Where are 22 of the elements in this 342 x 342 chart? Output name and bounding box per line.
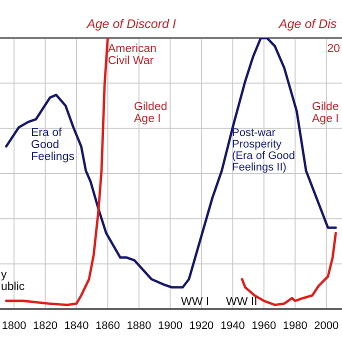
annotation: Gilded Age I [134, 101, 168, 126]
x-tick-label: 1820 [33, 320, 58, 332]
x-tick-label: 1900 [158, 320, 182, 332]
x-tick-label: 1880 [126, 320, 152, 332]
x-tick-label: 1940 [220, 320, 245, 332]
annotation: Gilde Age I [312, 101, 339, 126]
annotation: Post-war Prosperity (Era of Good Feelings II) [232, 127, 295, 174]
annotation: y ublic [1, 269, 25, 294]
x-tick-label: 1960 [252, 320, 276, 332]
annotation: American Civil War [108, 43, 157, 68]
text: Age of Dis [278, 17, 337, 31]
annotation: Era of Good Feelings [31, 127, 75, 164]
x-tick-label: 1980 [282, 320, 308, 332]
annotation: WW II [226, 296, 258, 308]
text: Age of Discord I [86, 17, 176, 31]
x-tick-label: 1860 [96, 320, 120, 332]
x-tick-label: 2000 [314, 320, 339, 332]
x-tick-label: 1920 [189, 320, 214, 332]
annotation: 20 [327, 43, 340, 55]
x-tick-label: 1840 [64, 320, 89, 332]
x-tick-label: 1800 [2, 320, 26, 332]
annotation: WW I [181, 296, 210, 308]
